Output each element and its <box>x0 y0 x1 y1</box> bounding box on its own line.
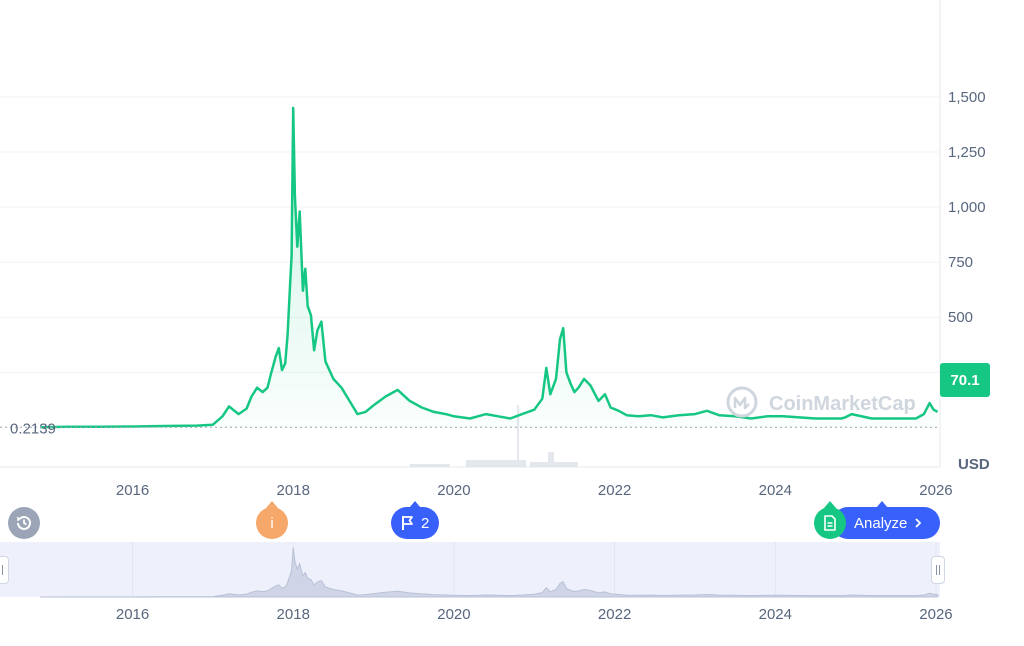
navigator-x-tick-label: 2024 <box>759 606 792 623</box>
analyze-pointer <box>876 501 888 508</box>
info-marker[interactable]: i <box>256 501 288 539</box>
history-icon <box>16 515 31 530</box>
y-tick-label: 500 <box>948 309 973 326</box>
navigator-mini-chart <box>40 547 939 598</box>
y-tick-label: 1,000 <box>948 199 986 216</box>
y-gridlines <box>0 96 940 373</box>
navigator-x-tick-label: 2022 <box>598 606 631 623</box>
chevron-right-icon <box>915 518 922 528</box>
y-tick-label: 1,500 <box>948 89 986 106</box>
navigator-x-tick-label: 2016 <box>116 606 149 623</box>
coinmarketcap-logo-icon <box>726 386 758 418</box>
x-tick-label: 2020 <box>437 482 470 499</box>
navigator-right-handle[interactable] <box>931 556 945 584</box>
range-navigator[interactable]: 2016 2018 2020 2022 2024 2026 <box>0 542 953 623</box>
flag-marker-pointer <box>409 501 421 508</box>
navigator-background <box>0 542 940 597</box>
x-tick-label: 2026 <box>919 482 952 499</box>
history-marker[interactable] <box>8 507 40 539</box>
navigator-left-handle[interactable] <box>0 556 9 584</box>
navigator-x-labels: 2016 2018 2020 2022 2024 2026 <box>116 606 953 623</box>
coinmarketcap-watermark: CoinMarketCap <box>726 386 916 418</box>
analyze-label: Analyze <box>854 514 908 532</box>
flag-marker[interactable]: 2 <box>391 501 439 539</box>
navigator-x-tick-label: 2026 <box>919 606 952 623</box>
info-marker-pointer <box>266 501 278 508</box>
navigator-x-tick-label: 2018 <box>277 606 310 623</box>
price-area <box>40 107 938 428</box>
navigator-x-tick-label: 2020 <box>437 606 470 623</box>
document-marker-pointer <box>824 501 836 508</box>
flag-icon <box>402 516 413 530</box>
y-tick-label: 750 <box>948 254 973 271</box>
volume-bars <box>410 405 578 467</box>
x-tick-label: 2022 <box>598 482 631 499</box>
watermark-text: CoinMarketCap <box>769 393 916 415</box>
document-marker[interactable] <box>814 501 846 539</box>
currency-unit-label: USD <box>958 456 990 473</box>
current-price-tag: 70.1 <box>940 363 990 397</box>
start-price-label: 0.2139 <box>10 420 56 437</box>
flag-count: 2 <box>421 514 430 532</box>
x-tick-label: 2018 <box>277 482 310 499</box>
price-line[interactable] <box>40 106 939 429</box>
x-tick-label: 2016 <box>116 482 149 499</box>
x-axis-labels: 2016 2018 2020 2022 2024 2026 <box>116 482 953 499</box>
document-icon <box>824 515 836 531</box>
y-tick-label: 1,250 <box>948 144 986 161</box>
x-tick-label: 2024 <box>759 482 792 499</box>
analyze-button[interactable]: Analyze <box>832 501 940 539</box>
info-icon: i <box>270 514 274 532</box>
